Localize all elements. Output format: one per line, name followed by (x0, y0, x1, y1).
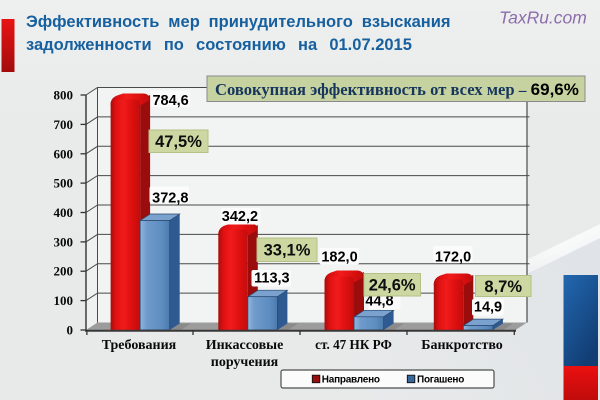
svg-text:44,8: 44,8 (365, 294, 393, 310)
svg-text:372,8: 372,8 (152, 190, 188, 206)
svg-text:33,1%: 33,1% (264, 242, 311, 260)
svg-text:113,3: 113,3 (254, 271, 290, 287)
svg-text:Погашено: Погашено (417, 375, 464, 386)
svg-text:Требования: Требования (102, 338, 177, 353)
svg-text:0: 0 (67, 323, 74, 338)
svg-text:Совокупная эффективность от вс: Совокупная эффективность от всех мер – 6… (215, 80, 579, 99)
svg-text:47,5%: 47,5% (155, 133, 202, 151)
svg-text:100: 100 (54, 293, 74, 308)
svg-text:24,6%: 24,6% (369, 276, 416, 294)
svg-text:Инкассовые: Инкассовые (206, 338, 284, 353)
svg-text:300: 300 (54, 234, 74, 249)
svg-text:TaxRu.com: TaxRu.com (499, 8, 587, 28)
svg-text:800: 800 (54, 88, 74, 103)
svg-text:600: 600 (54, 146, 74, 161)
svg-text:182,0: 182,0 (321, 249, 357, 265)
svg-text:14,9: 14,9 (474, 299, 502, 315)
svg-text:Эффективность мер принудительн: Эффективность мер принудительного взыска… (26, 13, 451, 31)
svg-text:ст. 47 НК РФ: ст. 47 НК РФ (315, 337, 392, 352)
svg-text:700: 700 (54, 117, 74, 132)
svg-text:Банкротство: Банкротство (421, 338, 503, 353)
svg-text:500: 500 (54, 176, 74, 191)
svg-text:задолженности по состоянию на: задолженности по состоянию на 01.07.2015 (26, 36, 412, 54)
svg-text:784,6: 784,6 (152, 93, 188, 109)
svg-text:400: 400 (54, 205, 74, 220)
svg-text:Направлено: Направлено (322, 375, 380, 386)
svg-text:172,0: 172,0 (435, 249, 471, 265)
svg-text:поручения: поручения (211, 355, 279, 370)
svg-text:342,2: 342,2 (222, 209, 258, 225)
svg-text:8,7%: 8,7% (484, 278, 522, 296)
svg-text:200: 200 (54, 264, 74, 279)
